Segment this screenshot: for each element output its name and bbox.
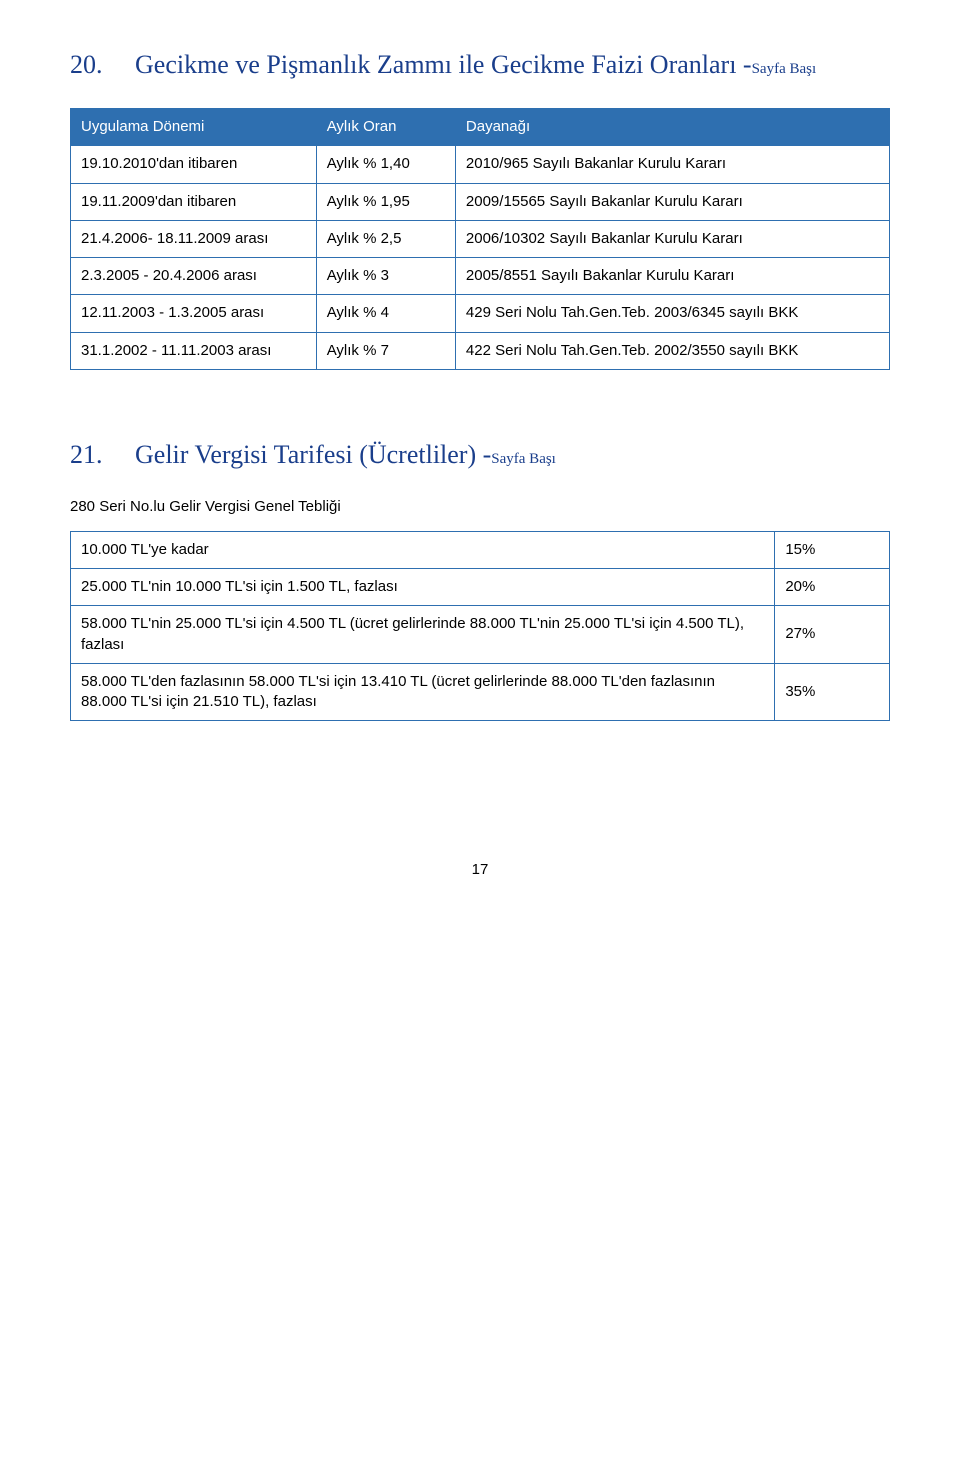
table-cell: 58.000 TL'den fazlasının 58.000 TL'si iç… bbox=[71, 663, 775, 721]
table-header-cell: Uygulama Dönemi bbox=[71, 109, 317, 146]
table-cell: 422 Seri Nolu Tah.Gen.Teb. 2002/3550 say… bbox=[455, 332, 889, 369]
table-row: 58.000 TL'nin 25.000 TL'si için 4.500 TL… bbox=[71, 606, 890, 664]
table-header-cell: Dayanağı bbox=[455, 109, 889, 146]
table-cell: Aylık % 7 bbox=[316, 332, 455, 369]
table-cell: Aylık % 2,5 bbox=[316, 220, 455, 257]
section-21-title: Gelir Vergisi Tarifesi (Ücretliler) - bbox=[135, 440, 491, 469]
table-header-cell: Aylık Oran bbox=[316, 109, 455, 146]
table-cell: 429 Seri Nolu Tah.Gen.Teb. 2003/6345 say… bbox=[455, 295, 889, 332]
section-21-heading: 21. Gelir Vergisi Tarifesi (Ücretliler) … bbox=[70, 440, 890, 470]
table-cell: 12.11.2003 - 1.3.2005 arası bbox=[71, 295, 317, 332]
table-cell: 35% bbox=[775, 663, 890, 721]
table-cell: 19.10.2010'dan itibaren bbox=[71, 146, 317, 183]
table-row: 19.10.2010'dan itibarenAylık % 1,402010/… bbox=[71, 146, 890, 183]
table-cell: Aylık % 1,40 bbox=[316, 146, 455, 183]
table-row: 31.1.2002 - 11.11.2003 arasıAylık % 7422… bbox=[71, 332, 890, 369]
table-row: 19.11.2009'dan itibarenAylık % 1,952009/… bbox=[71, 183, 890, 220]
table-row: 10.000 TL'ye kadar15% bbox=[71, 531, 890, 568]
section-20-title: Gecikme ve Pişmanlık Zammı ile Gecikme F… bbox=[135, 50, 752, 79]
table-cell: 20% bbox=[775, 569, 890, 606]
section-21-toplink[interactable]: Sayfa Başı bbox=[491, 451, 556, 467]
table-cell: Aylık % 4 bbox=[316, 295, 455, 332]
table-gecikme: Uygulama DönemiAylık OranDayanağı 19.10.… bbox=[70, 108, 890, 370]
section-20-number: 20. bbox=[70, 50, 103, 79]
table-cell: 2005/8551 Sayılı Bakanlar Kurulu Kararı bbox=[455, 258, 889, 295]
table-cell: 27% bbox=[775, 606, 890, 664]
page-number: 17 bbox=[70, 861, 890, 878]
table-cell: 2006/10302 Sayılı Bakanlar Kurulu Kararı bbox=[455, 220, 889, 257]
table-cell: 25.000 TL'nin 10.000 TL'si için 1.500 TL… bbox=[71, 569, 775, 606]
table-row: 21.4.2006- 18.11.2009 arasıAylık % 2,520… bbox=[71, 220, 890, 257]
table-cell: 15% bbox=[775, 531, 890, 568]
table-cell: 2009/15565 Sayılı Bakanlar Kurulu Kararı bbox=[455, 183, 889, 220]
table-cell: Aylık % 1,95 bbox=[316, 183, 455, 220]
table-cell: 2.3.2005 - 20.4.2006 arası bbox=[71, 258, 317, 295]
table-cell: 19.11.2009'dan itibaren bbox=[71, 183, 317, 220]
section-20-toplink[interactable]: Sayfa Başı bbox=[752, 61, 817, 77]
table-row: 58.000 TL'den fazlasının 58.000 TL'si iç… bbox=[71, 663, 890, 721]
table-row: 2.3.2005 - 20.4.2006 arasıAylık % 32005/… bbox=[71, 258, 890, 295]
table-cell: 58.000 TL'nin 25.000 TL'si için 4.500 TL… bbox=[71, 606, 775, 664]
section-20-heading: 20. Gecikme ve Pişmanlık Zammı ile Gecik… bbox=[70, 50, 890, 80]
table-cell: 21.4.2006- 18.11.2009 arası bbox=[71, 220, 317, 257]
section-21-subheading: 280 Seri No.lu Gelir Vergisi Genel Tebli… bbox=[70, 498, 890, 515]
table-cell: Aylık % 3 bbox=[316, 258, 455, 295]
table-row: 25.000 TL'nin 10.000 TL'si için 1.500 TL… bbox=[71, 569, 890, 606]
table-cell: 2010/965 Sayılı Bakanlar Kurulu Kararı bbox=[455, 146, 889, 183]
table-cell: 10.000 TL'ye kadar bbox=[71, 531, 775, 568]
table-row: 12.11.2003 - 1.3.2005 arasıAylık % 4429 … bbox=[71, 295, 890, 332]
section-21-number: 21. bbox=[70, 440, 103, 469]
table-cell: 31.1.2002 - 11.11.2003 arası bbox=[71, 332, 317, 369]
table-gelir-vergisi: 10.000 TL'ye kadar15% 25.000 TL'nin 10.0… bbox=[70, 531, 890, 722]
table-row: Uygulama DönemiAylık OranDayanağı bbox=[71, 109, 890, 146]
